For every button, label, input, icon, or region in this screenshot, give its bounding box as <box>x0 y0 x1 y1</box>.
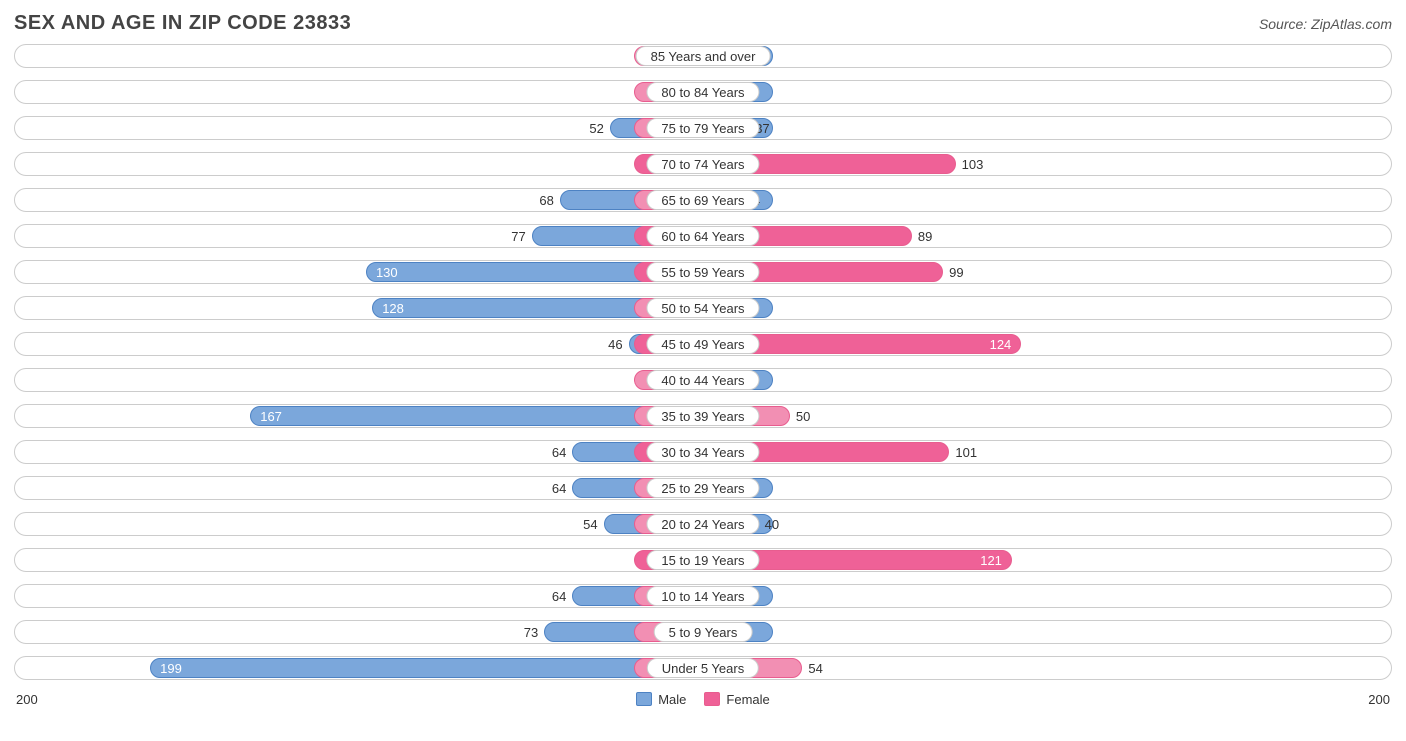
category-label: 65 to 69 Years <box>646 190 759 210</box>
axis-right-label: 200 <box>1368 692 1390 707</box>
female-value-label: 89 <box>912 226 938 246</box>
chart-row: 241785 Years and over <box>8 39 1398 73</box>
category-label: 40 to 44 Years <box>646 370 759 390</box>
chart-title: SEX AND AGE IN ZIP CODE 23833 <box>14 12 351 35</box>
axis-left-label: 200 <box>16 692 38 707</box>
legend-item-male: Male <box>636 692 686 707</box>
male-value-label: 68 <box>533 190 559 210</box>
chart-row: 141840 to 44 Years <box>8 363 1398 397</box>
male-value-label: 77 <box>505 226 531 246</box>
chart-row: 3510370 to 74 Years <box>8 147 1398 181</box>
chart-row: 54 4020 to 24 Years <box>8 507 1398 541</box>
male-swatch-icon <box>636 692 652 706</box>
category-label: 60 to 64 Years <box>646 226 759 246</box>
category-label: 10 to 14 Years <box>646 586 759 606</box>
axis-row: 200 Male Female 200 <box>8 687 1398 711</box>
category-label: 5 to 9 Years <box>654 622 753 642</box>
chart-row: 4612445 to 49 Years <box>8 327 1398 361</box>
category-label: 50 to 54 Years <box>646 298 759 318</box>
category-label: 30 to 34 Years <box>646 442 759 462</box>
female-value-label: 54 <box>802 658 828 678</box>
category-label: 70 to 74 Years <box>646 154 759 174</box>
chart-row: 643225 to 29 Years <box>8 471 1398 505</box>
category-label: Under 5 Years <box>647 658 759 678</box>
category-label: 80 to 84 Years <box>646 82 759 102</box>
legend-item-female: Female <box>704 692 769 707</box>
chart-row: 101580 to 84 Years <box>8 75 1398 109</box>
male-value-label: 64 <box>546 586 572 606</box>
female-value-label: 103 <box>956 154 990 174</box>
male-value-label: 64 <box>546 478 572 498</box>
legend-female-label: Female <box>726 692 769 707</box>
female-value-label: 50 <box>790 406 816 426</box>
chart-row: 64 101 30 to 34 Years <box>8 435 1398 469</box>
chart-row: 19954Under 5 Years <box>8 651 1398 685</box>
female-value-label: 99 <box>943 262 969 282</box>
chart-row: 712115 to 19 Years <box>8 543 1398 577</box>
female-swatch-icon <box>704 692 720 706</box>
category-label: 75 to 79 Years <box>646 118 759 138</box>
male-value-label: 52 <box>583 118 609 138</box>
category-label: 85 Years and over <box>636 46 771 66</box>
chart-row: 1675035 to 39 Years <box>8 399 1398 433</box>
chart-row: 642510 to 14 Years <box>8 579 1398 613</box>
male-value-label: 73 <box>518 622 544 642</box>
chart-row: 683465 to 69 Years <box>8 183 1398 217</box>
chart-source: Source: ZipAtlas.com <box>1259 16 1392 32</box>
category-label: 45 to 49 Years <box>646 334 759 354</box>
chart-row: 523775 to 79 Years <box>8 111 1398 145</box>
chart-row: 77 89 60 to 64 Years <box>8 219 1398 253</box>
chart-row: 1282950 to 54 Years <box>8 291 1398 325</box>
male-value-label: 46 <box>602 334 628 354</box>
category-label: 15 to 19 Years <box>646 550 759 570</box>
chart-row: 1309955 to 59 Years <box>8 255 1398 289</box>
category-label: 35 to 39 Years <box>646 406 759 426</box>
male-value-label: 54 <box>577 514 603 534</box>
chart-row: 73235 to 9 Years <box>8 615 1398 649</box>
female-value-label: 101 <box>949 442 983 462</box>
category-label: 20 to 24 Years <box>646 514 759 534</box>
category-label: 25 to 29 Years <box>646 478 759 498</box>
chart-area: 241785 Years and over101580 to 84 Years5… <box>8 39 1398 685</box>
category-label: 55 to 59 Years <box>646 262 759 282</box>
male-value-label: 64 <box>546 442 572 462</box>
female-value-label: 40 <box>759 514 785 534</box>
legend-male-label: Male <box>658 692 686 707</box>
legend: Male Female <box>636 692 770 707</box>
